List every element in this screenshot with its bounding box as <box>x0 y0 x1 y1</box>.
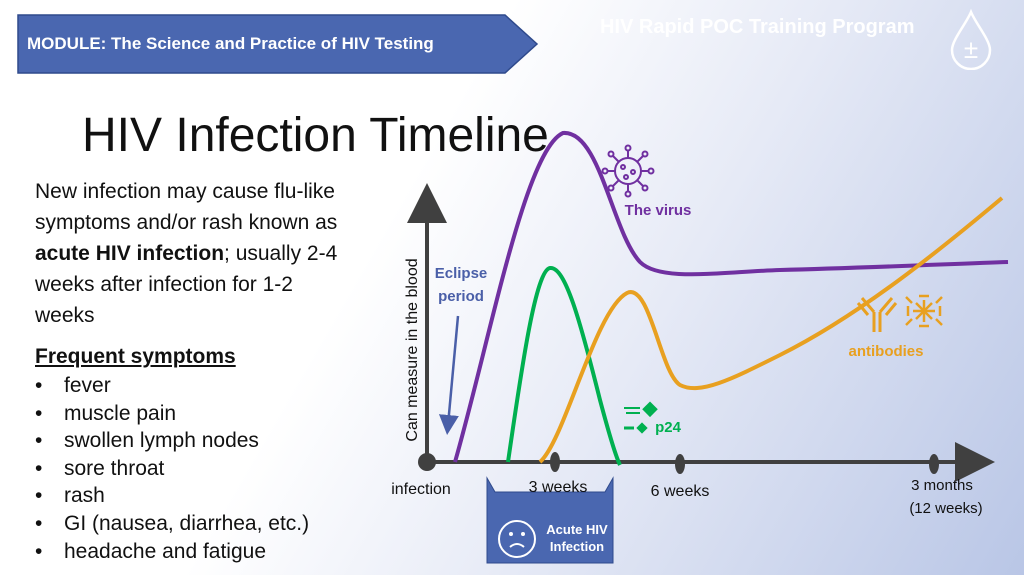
acute-infection-box: Acute HIV Infection <box>486 476 614 564</box>
symptoms-heading: Frequent symptoms <box>35 345 236 368</box>
symptom-item: muscle pain <box>35 400 309 428</box>
tick-3-weeks <box>550 452 560 472</box>
symptom-item: fever <box>35 372 309 400</box>
page-title: HIV Infection Timeline <box>82 109 549 162</box>
module-banner: MODULE: The Science and Practice of HIV … <box>17 14 539 74</box>
antibodies-label: antibodies <box>848 343 923 360</box>
antibody-icon <box>856 297 898 332</box>
eclipse-label-line2: period <box>438 288 484 305</box>
tick-label-infection: infection <box>391 481 451 498</box>
p24-curve <box>506 266 622 466</box>
acute-label-line2: Infection <box>550 539 604 554</box>
tick-label-3-weeks: 3 weeks <box>529 479 588 496</box>
virus-label: The virus <box>625 202 692 219</box>
virus-curve <box>453 130 1009 463</box>
module-banner-shape <box>17 14 539 74</box>
tick-label-6-weeks: 6 weeks <box>651 483 710 500</box>
symptom-item: rash <box>35 482 309 510</box>
eclipse-arrow <box>438 315 460 435</box>
intro-part1: New infection may cause flu-like symptom… <box>35 180 338 234</box>
intro-text: New infection may cause flu-like symptom… <box>35 176 355 331</box>
module-label: MODULE: The Science and Practice of HIV … <box>27 34 434 53</box>
antibody-cluster-icon <box>905 294 943 328</box>
tick-3-months <box>929 454 939 474</box>
eclipse-label-line1: Eclipse <box>435 265 488 282</box>
y-axis-label: Can measure in the blood <box>404 258 421 441</box>
infection-origin-marker <box>418 453 436 471</box>
acute-label-line1: Acute HIV <box>546 522 608 537</box>
symptom-item: headache and fatigue <box>35 538 309 566</box>
symptoms-list: fever muscle pain swollen lymph nodes so… <box>35 372 309 565</box>
intro-bold: acute HIV infection <box>35 242 225 265</box>
symptom-item: sore throat <box>35 455 309 483</box>
sick-face-icon <box>498 520 536 558</box>
antibodies-curve <box>538 196 1004 464</box>
plus-minus-symbol: ± <box>964 34 978 64</box>
tick-label-3-months: 3 months <box>911 477 973 494</box>
program-title: HIV Rapid POC Training Program <box>600 16 915 38</box>
virus-icon <box>601 144 655 198</box>
symptom-item: GI (nausea, diarrhea, etc.) <box>35 510 309 538</box>
tick-label-12-weeks: (12 weeks) <box>909 500 982 517</box>
symptom-item: swollen lymph nodes <box>35 427 309 455</box>
intro-part2: ; usually 2-4 weeks after infection for … <box>35 242 338 327</box>
p24-icon <box>624 401 658 434</box>
hiv-test-drop-icon: ± <box>950 8 992 70</box>
p24-label: p24 <box>655 419 682 436</box>
tick-6-weeks <box>675 454 685 474</box>
